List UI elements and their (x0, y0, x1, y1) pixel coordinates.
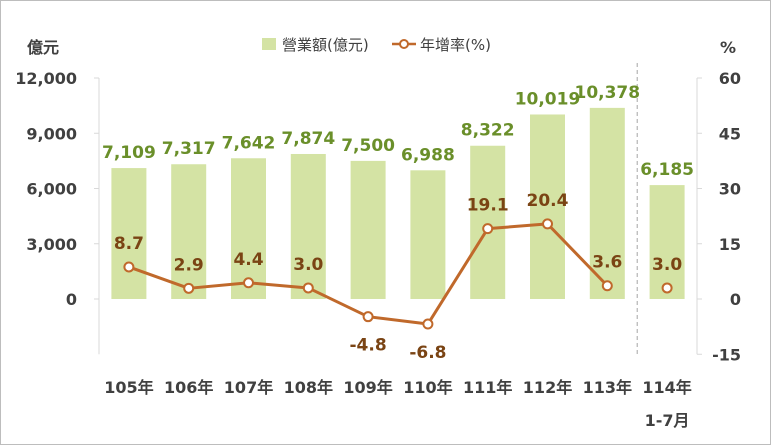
bar-data-label: 6,185 (640, 160, 694, 180)
line-data-label: 19.1 (467, 196, 509, 216)
bar-data-label: 8,322 (461, 121, 515, 141)
bar (350, 160, 386, 299)
line-data-label: 4.4 (233, 250, 263, 270)
bar (171, 164, 207, 299)
x-tick-label: 105年 (104, 378, 153, 397)
line-data-label: 8.7 (114, 234, 144, 254)
bar-data-label: 7,874 (281, 129, 335, 149)
x-tick-label: 109年 (343, 378, 392, 397)
bar-data-label: 6,988 (401, 145, 455, 165)
left-tick-label: 0 (66, 290, 77, 309)
bar (111, 168, 147, 299)
left-tick-label: 3,000 (26, 235, 77, 254)
bar (530, 114, 565, 299)
line-point (542, 218, 553, 230)
bar (231, 158, 266, 299)
right-tick-label: -15 (712, 345, 741, 364)
right-tick-label: 30 (719, 180, 741, 199)
line-data-label: 2.9 (174, 255, 204, 275)
x-tick-label: 108年 (284, 378, 333, 397)
bar-data-label: 10,378 (574, 83, 640, 103)
line-point (661, 282, 673, 294)
line-point (302, 282, 314, 294)
bar (290, 153, 326, 299)
line-series (123, 218, 673, 330)
bar-data-label: 7,500 (341, 136, 395, 156)
right-axis: -15 0 15 30 45 60 (696, 69, 741, 364)
line-data-label: 20.4 (527, 191, 569, 211)
left-tick-label: 9,000 (26, 124, 77, 143)
right-tick-label: 15 (719, 235, 741, 254)
line-point (482, 223, 494, 235)
right-tick-label: 60 (719, 69, 741, 88)
line-point (243, 277, 254, 289)
x-tick-label: 114年 (642, 378, 691, 397)
legend-bar-label: 營業額(億元) (282, 36, 369, 54)
left-axis-unit: 億元 (27, 38, 59, 57)
x-tick-sublabel: 1-7月 (645, 411, 690, 430)
left-tick-label: 6,000 (26, 180, 77, 199)
bar-data-labels: 7,109 7,317 7,642 7,874 7,500 6,988 8,32210,01… (102, 83, 694, 180)
line-data-label: 3.0 (652, 255, 682, 275)
legend-bar-swatch (262, 38, 276, 50)
bar-data-label: 7,317 (162, 139, 216, 159)
x-tick-label: 112年 (523, 378, 572, 397)
bar (649, 185, 685, 299)
legend: 營業額(億元) 年增率(%) (262, 36, 491, 54)
x-tick-label: 106年 (164, 378, 213, 397)
bar (410, 170, 446, 299)
left-axis: 0 3,000 6,000 9,000 12,000 (15, 69, 100, 355)
bar-data-label: 10,019 (515, 89, 581, 109)
line-data-label: -6.8 (409, 343, 446, 363)
line-point (422, 318, 434, 330)
x-tick-label: 111年 (463, 378, 512, 397)
legend-line-marker (399, 39, 409, 49)
x-tick-label: 110年 (403, 378, 452, 397)
x-axis: 105年 106年 107年 108年 109年 110年 111年 112年 113年 114年… (104, 378, 692, 430)
line-point (362, 311, 374, 323)
right-tick-label: 45 (719, 124, 741, 143)
left-tick-label: 12,000 (15, 69, 77, 88)
right-tick-label: 0 (730, 290, 741, 309)
bar (589, 107, 625, 300)
line-data-label: -4.8 (350, 336, 387, 356)
line-point (183, 282, 195, 294)
line-data-labels: 8.7 2.9 4.4 3.0 -4.8 -6.8 19.1 20.4 3.6 3.0 (114, 191, 682, 363)
x-tick-label: 107年 (224, 378, 273, 397)
legend-line-label: 年增率(%) (420, 36, 491, 54)
bar (470, 145, 506, 299)
line-point (601, 280, 613, 292)
line-point (123, 261, 135, 273)
bar-data-label: 7,109 (102, 143, 156, 163)
bar-series (111, 107, 685, 300)
bar-data-label: 7,642 (222, 133, 276, 153)
line-data-label: 3.0 (293, 255, 323, 275)
line-data-label: 3.6 (592, 253, 622, 273)
right-axis-unit: % (720, 38, 736, 57)
x-tick-label: 113年 (583, 378, 632, 397)
